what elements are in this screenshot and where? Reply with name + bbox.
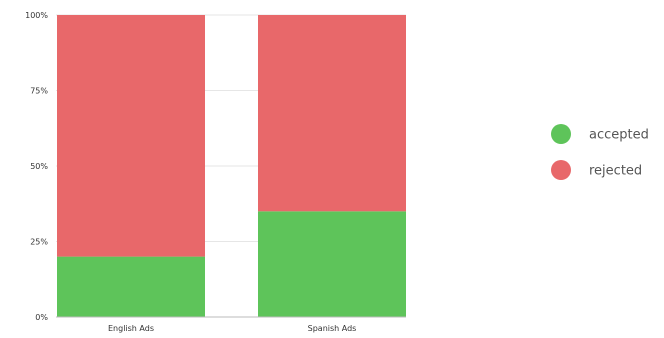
y-tick-label: 0% (35, 313, 48, 322)
bar-accepted-1 (258, 211, 406, 317)
y-tick-label: 25% (30, 238, 48, 247)
legend-swatch-rejected (551, 160, 571, 180)
bars (56, 15, 406, 318)
legend: accepted rejected (551, 124, 649, 180)
legend-label-rejected: rejected (589, 164, 642, 179)
y-tick-label: 75% (30, 87, 48, 96)
y-tick-label: 50% (30, 162, 48, 171)
legend-swatch-accepted (551, 124, 571, 144)
y-tick-label: 100% (25, 11, 48, 20)
category-label: Spanish Ads (308, 324, 357, 333)
y-axis-ticks: 0% 25% 50% 75% 100% (25, 11, 48, 322)
x-axis-labels: English Ads Spanish Ads (108, 324, 356, 333)
bar-rejected-0 (57, 15, 205, 257)
category-label: English Ads (108, 324, 154, 333)
bar-rejected-1 (258, 15, 406, 212)
bar-accepted-0 (57, 256, 205, 317)
legend-label-accepted: accepted (589, 128, 649, 143)
